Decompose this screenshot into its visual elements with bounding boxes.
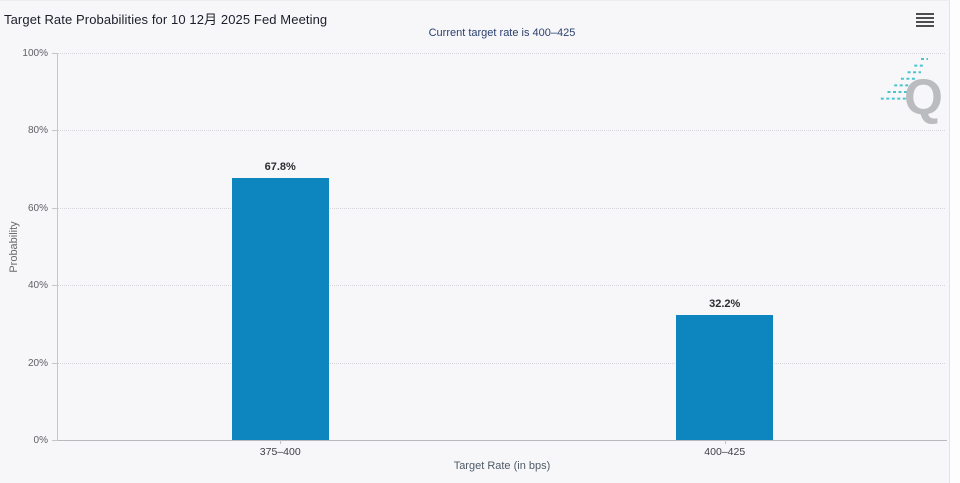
chart-menu-button[interactable] [913,10,937,30]
plot-area: 0% 20% 40% 60% 80% 100% 67.8% 375–400 32.2% 400–4… [22,48,947,458]
x-axis-tick [280,440,282,444]
y-axis-tick [52,362,58,364]
hamburger-menu-icon [916,13,934,15]
chart-title: Target Rate Probabilities for 10 12月 202… [4,12,328,27]
y-tick-label: 80% [27,125,48,137]
y-gridline [58,285,945,287]
hamburger-menu-icon [916,25,934,27]
bar-data-label: 67.8% [264,160,296,173]
x-category-label: 375–400 [259,446,301,458]
y-tick-label: 40% [27,280,48,292]
hamburger-menu-icon [916,21,934,23]
y-axis-tick [52,285,58,287]
y-axis-tick [52,53,58,54]
probability-bar[interactable] [231,177,329,440]
y-tick-label: 0% [33,435,48,446]
y-gridline [58,207,945,209]
bar-data-label: 32.2% [709,298,741,311]
y-tick-label: 60% [27,202,48,214]
x-axis-title: Target Rate (in bps) [453,460,551,472]
y-gridline [58,130,945,132]
chart-subtitle: Current target rate is 400–425 [428,27,576,39]
y-axis-title: Probability [8,221,20,273]
probability-bar[interactable] [676,315,774,440]
y-gridline [58,53,945,54]
y-axis-tick [52,130,58,132]
x-category-label: 400–425 [704,446,746,458]
y-axis-tick [52,207,58,209]
y-tick-label: 100% [22,48,48,59]
x-axis-tick [724,440,726,444]
hamburger-menu-icon [916,17,934,19]
y-tick-label: 20% [27,357,48,369]
y-gridline [58,362,945,364]
y-axis-tick [52,440,58,441]
